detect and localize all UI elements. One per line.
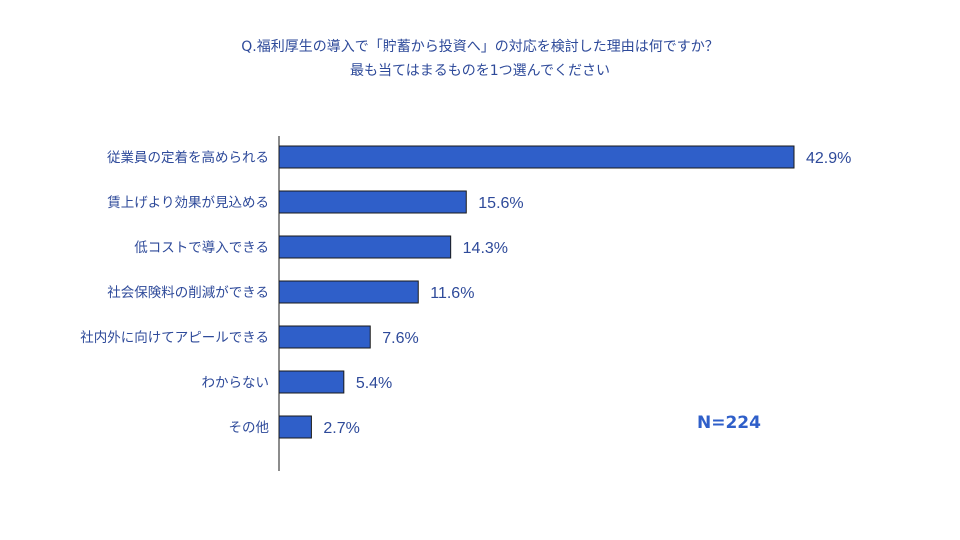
bar-1 bbox=[278, 190, 467, 214]
category-labels-group: 従業員の定着を高められる賃上げより効果が見込める低コストで導入できる社会保険料の… bbox=[80, 149, 269, 436]
category-label-1: 賃上げより効果が見込める bbox=[107, 195, 269, 211]
bar-2 bbox=[278, 235, 452, 259]
bar-6 bbox=[278, 415, 312, 439]
value-label-3: 11.6% bbox=[430, 285, 474, 302]
chart-title: Q.福利厚生の導入で「貯蓄から投資へ」の対応を検討した理由は何ですか？ bbox=[241, 39, 719, 55]
category-label-6: その他 bbox=[229, 420, 270, 436]
value-label-6: 2.7% bbox=[323, 420, 359, 437]
category-label-4: 社内外に向けてアピールできる bbox=[80, 330, 269, 346]
chart-subtitle: 最も当てはまるものを1つ選んでください bbox=[350, 63, 610, 79]
bar-0 bbox=[278, 145, 795, 169]
category-label-3: 社会保険料の削減ができる bbox=[107, 284, 269, 301]
bar-5 bbox=[278, 370, 345, 394]
bar-4 bbox=[278, 325, 371, 349]
value-label-2: 14.3% bbox=[463, 240, 508, 257]
value-label-1: 15.6% bbox=[478, 195, 523, 212]
bars-group bbox=[278, 145, 795, 439]
value-label-4: 7.6% bbox=[382, 330, 418, 347]
value-labels-group: 42.9% 15.6% 14.3% 11.6% 7.6% 5.4% 2.7% bbox=[323, 150, 851, 437]
category-label-2: 低コストで導入できる bbox=[134, 240, 269, 256]
value-label-0: 42.9% bbox=[806, 150, 851, 167]
bar-3 bbox=[278, 280, 419, 304]
category-label-5: わからない bbox=[202, 375, 270, 391]
category-label-0: 従業員の定着を高められる bbox=[107, 149, 269, 166]
sample-size-label: N=224 bbox=[697, 413, 761, 433]
value-label-5: 5.4% bbox=[356, 375, 392, 392]
